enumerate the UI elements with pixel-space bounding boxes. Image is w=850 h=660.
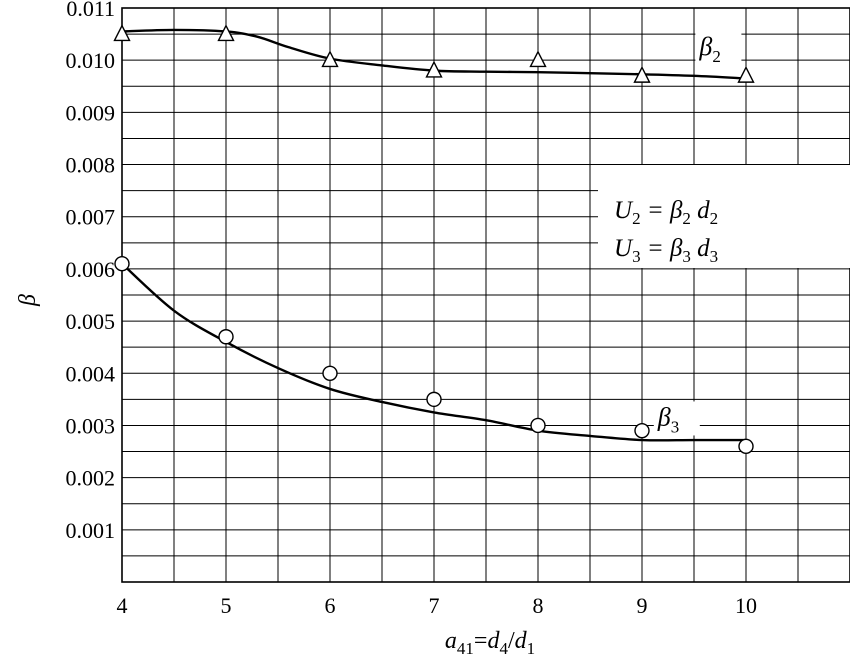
equation-line: U2 = β2 d2 xyxy=(614,197,718,228)
data-point-beta3 xyxy=(530,417,546,434)
equation-box: U2 = β2 d2 U3 = β3 d3 xyxy=(598,165,850,268)
equation-line: U3 = β3 d3 xyxy=(614,235,718,266)
data-point-beta2 xyxy=(113,24,131,42)
y-tick-label: 0.005 xyxy=(66,309,116,334)
data-point-beta2 xyxy=(633,65,651,83)
x-tick-label: 10 xyxy=(735,593,757,618)
x-tick-labels: 4 5 6 7 8 9 10 xyxy=(117,593,758,618)
curve-label-background xyxy=(695,30,742,65)
x-tick-label: 4 xyxy=(117,593,128,618)
y-tick-label: 0.010 xyxy=(66,48,116,73)
y-axis-label: β xyxy=(15,294,41,307)
y-tick-label: 0.002 xyxy=(66,466,116,491)
y-tick-label: 0.007 xyxy=(66,205,116,230)
curve-label: β2 xyxy=(698,32,720,66)
y-tick-labels: 0.001 0.002 0.003 0.004 0.005 0.006 0.007 0.008… xyxy=(66,0,116,543)
x-tick-label: 8 xyxy=(533,593,544,618)
y-tick-label: 0.004 xyxy=(66,361,116,386)
plot-frame xyxy=(121,7,850,583)
data-point-beta2 xyxy=(529,50,547,68)
data-point-beta2 xyxy=(321,50,339,68)
y-tick-label: 0.003 xyxy=(66,413,116,438)
data-point-beta2 xyxy=(217,24,235,42)
equation-box-background xyxy=(598,165,850,268)
data-point-beta2 xyxy=(737,65,755,83)
data-point-beta3 xyxy=(322,365,338,381)
data-point-beta3 xyxy=(114,255,130,272)
y-tick-label: 0.009 xyxy=(66,100,116,125)
curve-label-background xyxy=(653,401,700,436)
y-tick-label: 0.008 xyxy=(66,153,116,178)
curve-labels: β2 β3 xyxy=(653,30,742,436)
x-tick-label: 6 xyxy=(325,593,336,618)
curve-label: β3 xyxy=(657,402,679,436)
y-tick-label: 0.006 xyxy=(66,257,116,282)
x-tick-label: 7 xyxy=(429,593,440,618)
y-tick-label: 0.001 xyxy=(66,518,116,543)
data-point-beta3 xyxy=(218,329,234,345)
data-point-beta2 xyxy=(425,60,443,78)
x-tick-label: 5 xyxy=(221,593,232,618)
data-point-beta3 xyxy=(426,391,442,408)
grid xyxy=(122,8,850,582)
series-markers xyxy=(113,24,755,455)
data-point-beta3 xyxy=(634,422,650,439)
data-point-beta3 xyxy=(738,438,754,455)
x-axis-label: a41=d4/d1 xyxy=(445,628,535,658)
y-tick-label: 0.011 xyxy=(66,0,115,21)
x-tick-label: 9 xyxy=(637,593,648,618)
